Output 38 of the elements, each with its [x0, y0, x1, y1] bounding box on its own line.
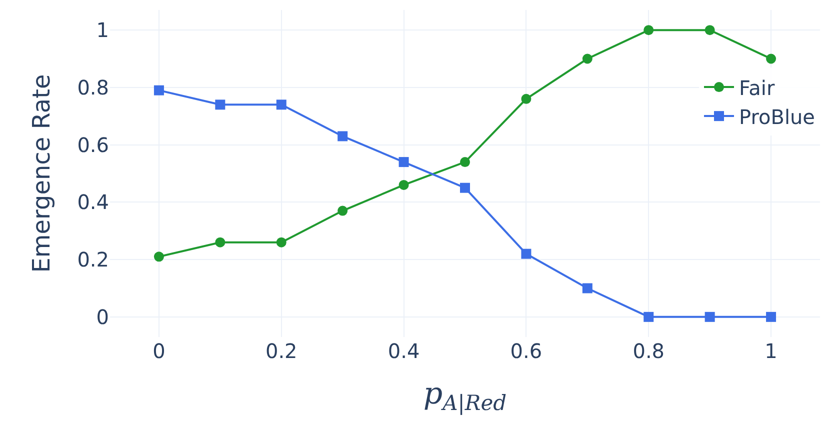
x-tick-label: 0.4 — [388, 339, 420, 363]
point — [338, 131, 348, 142]
x-tick-label: 0 — [152, 339, 166, 363]
point — [215, 237, 226, 248]
y-tick-label: 0.8 — [77, 75, 109, 100]
x-tick-label: 1 — [764, 339, 778, 363]
point — [276, 237, 286, 248]
point — [644, 312, 654, 322]
y-tick-label: 0.4 — [77, 190, 109, 214]
point — [766, 312, 776, 322]
point — [704, 25, 715, 36]
x-tick-label: 0.2 — [265, 339, 298, 363]
point — [154, 85, 164, 96]
point — [338, 206, 348, 216]
y-axis-title: Emergence Rate — [27, 74, 56, 273]
point — [276, 100, 286, 110]
legend-label: ProBlue — [739, 104, 815, 129]
point — [154, 252, 164, 262]
point — [582, 54, 592, 64]
point — [582, 283, 592, 294]
y-tick-label: 1 — [96, 18, 109, 42]
point — [521, 94, 532, 104]
point — [460, 182, 470, 193]
point — [704, 312, 715, 322]
point — [521, 248, 532, 259]
point — [644, 25, 654, 36]
y-tick-label: 0 — [96, 304, 109, 329]
y-tick-label: 0.2 — [77, 248, 109, 272]
point — [766, 54, 776, 64]
point — [215, 100, 226, 110]
point — [398, 157, 409, 168]
y-tick-label: 0.6 — [77, 132, 109, 157]
legend-label: Fair — [739, 76, 776, 100]
x-tick-label: 0.6 — [510, 339, 542, 363]
point — [398, 180, 409, 190]
x-tick-label: 0.8 — [632, 339, 665, 363]
x-axis-title: p$_{A|Red}$ — [423, 376, 507, 415]
point — [460, 157, 470, 168]
